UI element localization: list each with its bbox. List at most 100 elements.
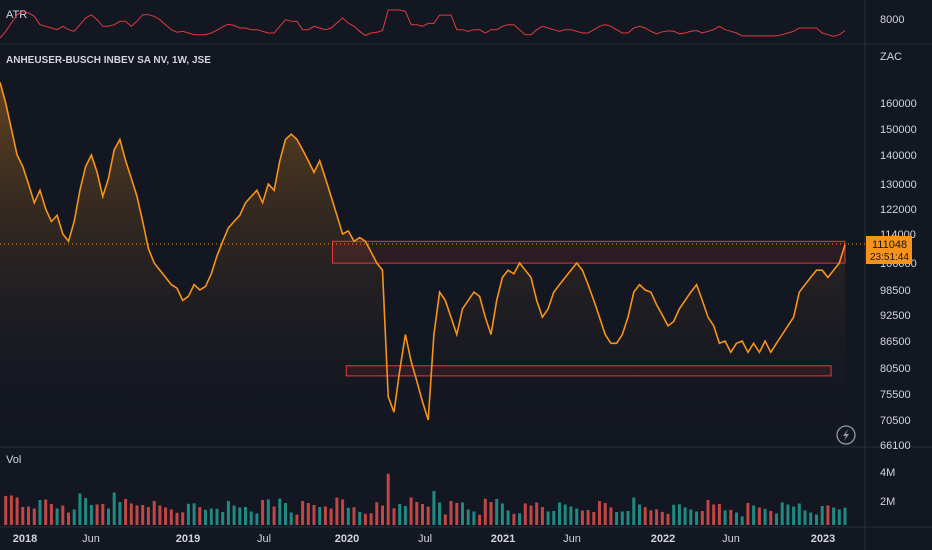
volume-bar: [809, 512, 813, 525]
volume-bar: [421, 504, 424, 525]
volume-bar: [135, 505, 139, 525]
volume-bar: [832, 507, 836, 525]
volume-bar: [603, 503, 607, 525]
volume-bar: [398, 504, 402, 525]
price-badge-countdown: 23:51:44: [870, 252, 909, 263]
volume-bar: [84, 498, 88, 525]
volume-bar: [129, 503, 133, 525]
x-axis-ticks: 2018 Jun 2019 Jul 2020 Jul 2021 Jun 2022 Jun 2023: [13, 533, 835, 545]
volume-bar: [552, 511, 556, 525]
volume-bar: [72, 509, 76, 525]
zone-rect-1: [345, 365, 832, 377]
volume-bar: [67, 512, 70, 525]
y-tick-label: 80500: [880, 363, 911, 375]
volume-bar: [329, 508, 333, 525]
price-badge: [866, 236, 912, 264]
volume-bar: [306, 503, 310, 525]
volume-bar: [55, 508, 59, 525]
x-tick-label: 2021: [491, 533, 515, 545]
volume-bar: [598, 501, 601, 525]
price-area: [0, 82, 845, 446]
price-series-line: [0, 81, 846, 421]
x-tick-label: Jul: [257, 533, 271, 545]
volume-bar: [124, 499, 128, 525]
volume-bar: [358, 511, 362, 526]
volume-bar: [712, 504, 716, 525]
y-tick-label: 70500: [880, 415, 911, 427]
volume-bar: [32, 508, 36, 525]
vol-tick-2m: 2M: [880, 496, 895, 508]
vol-label: Vol: [6, 454, 21, 466]
volume-bar: [512, 513, 516, 526]
volume-bar: [683, 507, 687, 525]
y-axis-ticks: 1600001500001400001300001220001140001060…: [880, 98, 917, 452]
volume-bar: [586, 510, 590, 525]
volume-bar: [843, 507, 847, 525]
volume-bar: [192, 503, 196, 526]
volume-bar: [318, 507, 322, 525]
y-tick-label: 98500: [880, 285, 911, 297]
volume-bar: [729, 509, 733, 525]
volume-bar: [746, 502, 750, 525]
volume-bar: [335, 497, 339, 525]
volume-bar: [626, 511, 630, 525]
currency-label: ZAC: [880, 51, 902, 63]
volume-bar: [826, 505, 830, 525]
volume-bar: [672, 504, 676, 526]
volume-bar: [649, 510, 653, 525]
volume-bar: [198, 507, 202, 525]
volume-bar: [15, 497, 19, 525]
y-tick-label: 75500: [880, 389, 911, 401]
volume-bar: [381, 505, 384, 525]
volume-bar: [815, 514, 818, 525]
volume-bar: [580, 510, 584, 525]
volume-bar: [301, 501, 305, 525]
volume-bar: [609, 507, 613, 525]
lightning-icon[interactable]: [836, 425, 856, 445]
volume-bar: [592, 512, 596, 525]
volume-bar: [95, 504, 99, 525]
volume-bar: [449, 501, 453, 525]
x-tick-label: 2019: [176, 533, 200, 545]
volume-bar: [563, 504, 567, 525]
volume-bar: [666, 513, 670, 525]
volume-bar: [341, 499, 345, 525]
x-tick-label: Jun: [722, 533, 740, 545]
volume-bar: [706, 500, 710, 525]
volume-bar: [495, 499, 499, 525]
volume-bar: [278, 498, 282, 525]
volume-bar: [500, 503, 504, 525]
volume-bar: [244, 507, 247, 525]
volume-bar: [312, 505, 316, 525]
volume-bar: [409, 497, 413, 525]
y-tick-label: 160000: [880, 98, 917, 110]
x-tick-label: Jun: [563, 533, 581, 545]
volume-bar: [632, 497, 636, 525]
volume-bar: [112, 492, 116, 525]
volume-bar: [323, 506, 327, 525]
volume-bar: [118, 502, 122, 525]
volume-bar: [723, 510, 727, 525]
volume-bar: [78, 493, 82, 525]
volume-bar: [186, 503, 190, 526]
volume-bar: [643, 507, 647, 525]
volume-bar: [146, 507, 150, 525]
volume-bar: [575, 508, 579, 525]
vol-tick-4m: 4M: [880, 467, 895, 479]
volume-bar: [101, 504, 105, 525]
atr-axis-tick: 8000: [880, 14, 904, 26]
volume-bar: [506, 510, 510, 525]
volume-bar: [455, 503, 459, 525]
volume-bar: [769, 510, 773, 525]
volume-bar: [461, 502, 464, 525]
volume-bar: [489, 502, 493, 525]
volume-bar: [21, 507, 25, 525]
volume-bar: [615, 512, 619, 525]
volume-bar: [700, 511, 704, 525]
zone-layer: [332, 240, 846, 377]
volume-bar: [466, 509, 470, 525]
y-tick-label: 150000: [880, 124, 917, 136]
volume-bar: [209, 508, 213, 525]
